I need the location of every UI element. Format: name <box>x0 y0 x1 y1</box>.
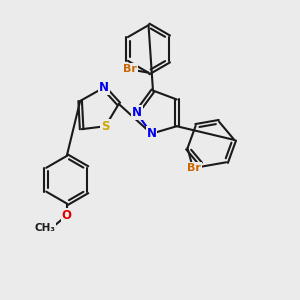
Text: N: N <box>146 127 157 140</box>
Text: Br: Br <box>188 163 201 172</box>
Text: S: S <box>101 120 110 133</box>
Text: O: O <box>62 209 72 222</box>
Text: N: N <box>132 106 142 119</box>
Text: Br: Br <box>123 64 137 74</box>
Text: N: N <box>99 81 109 94</box>
Text: CH₃: CH₃ <box>35 223 56 233</box>
